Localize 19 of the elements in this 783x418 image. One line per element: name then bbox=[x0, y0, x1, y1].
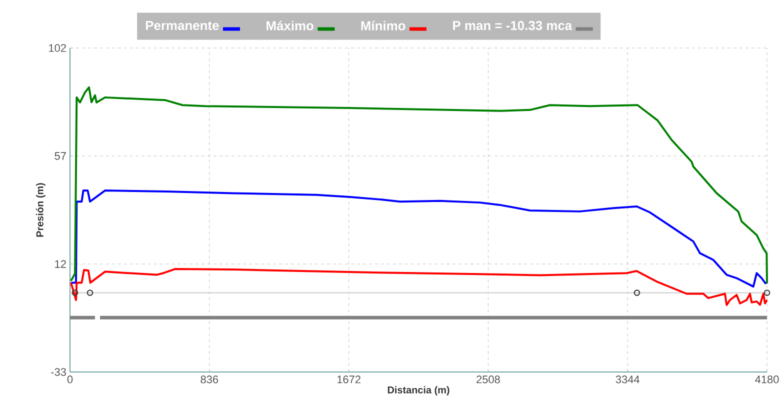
line-series bbox=[70, 86, 768, 284]
line-series bbox=[70, 190, 768, 288]
x-tick-label: 1672 bbox=[337, 376, 360, 384]
y-tick-label: 57 bbox=[54, 152, 66, 160]
x-axis-title: Distancia (m) bbox=[388, 386, 450, 396]
y-tick-label: 12 bbox=[55, 260, 66, 268]
legend-label: P man = -10.33 mca bbox=[453, 20, 572, 30]
x-tick-label: 3344 bbox=[616, 376, 640, 384]
legend-label: Permanente bbox=[146, 21, 219, 30]
x-tick-label: 836 bbox=[200, 376, 218, 384]
x-tick-label: 2508 bbox=[476, 376, 500, 384]
x-tick-label: 0 bbox=[67, 376, 73, 384]
legend-label: Mínimo bbox=[361, 20, 406, 30]
legend-label: Máximo bbox=[266, 20, 314, 30]
y-axis-title: Presión (m) bbox=[36, 183, 46, 237]
y-tick-label: -33 bbox=[51, 368, 66, 376]
x-tick-label: 4180 bbox=[755, 376, 779, 384]
line-series bbox=[70, 268, 768, 306]
y-tick-label: 102 bbox=[49, 44, 66, 52]
